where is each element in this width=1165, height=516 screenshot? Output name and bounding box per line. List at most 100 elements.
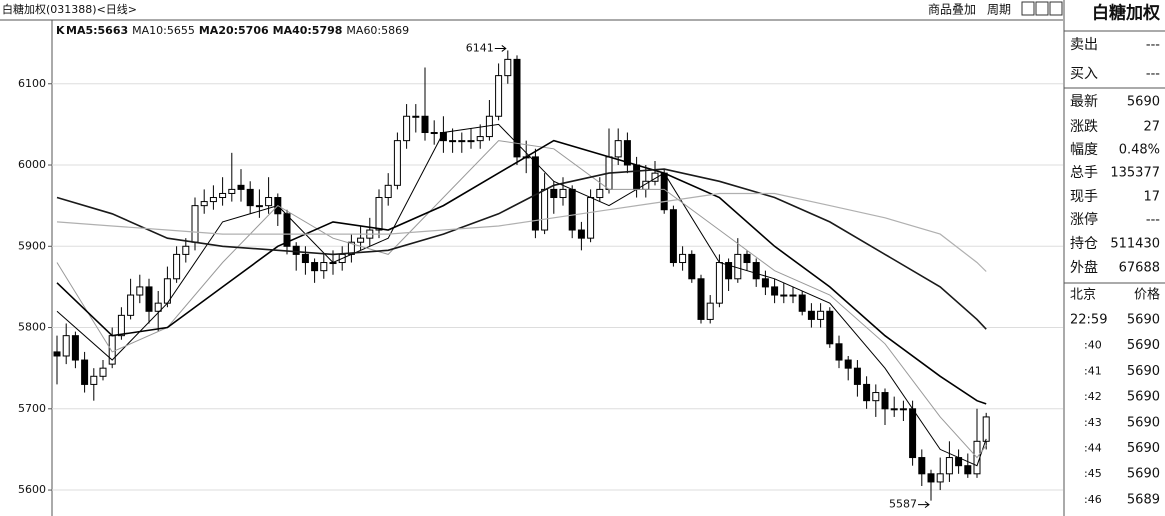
quote-value: --- — [1146, 67, 1160, 82]
candle-body — [706, 302, 714, 320]
candle-body — [301, 253, 309, 264]
quote-label: 涨跌 — [1070, 119, 1098, 135]
quote-label: 外盘 — [1070, 259, 1098, 276]
candle-body — [357, 237, 365, 243]
candle-body — [945, 457, 953, 475]
candle-body — [550, 188, 558, 199]
quote-value: --- — [1146, 38, 1160, 53]
candle-body — [182, 245, 190, 255]
candle-body — [228, 188, 236, 194]
candle-body — [62, 335, 70, 357]
low-annotation: 5587 — [889, 498, 917, 511]
candle-body — [679, 253, 687, 264]
tick-price: 5690 — [1127, 441, 1160, 456]
candle-body — [761, 278, 769, 288]
nav-right[interactable] — [1035, 1, 1049, 16]
candle-body — [421, 115, 429, 134]
candle-body — [513, 58, 521, 158]
candle-body — [90, 375, 98, 385]
y-tick-label: 5900 — [18, 239, 46, 252]
candle-body — [403, 115, 411, 142]
tick-price: 5690 — [1127, 415, 1160, 430]
tick-price: 5690 — [1127, 390, 1160, 405]
nav-buttons — [1021, 1, 1063, 16]
tick-time: :45 — [1084, 467, 1102, 480]
candle-body — [743, 253, 751, 264]
overlay-button[interactable]: 商品叠加 — [928, 2, 976, 17]
candle-body — [688, 253, 696, 280]
candle-body — [715, 262, 723, 304]
candle-body — [237, 184, 245, 190]
period-button[interactable]: 周期 — [987, 3, 1011, 17]
candle-body — [669, 209, 677, 264]
legend-entry: MA40:5798 — [273, 24, 343, 37]
candle-body — [154, 302, 162, 312]
ma-line — [56, 140, 987, 459]
legend-entry: MA5:5663 — [66, 24, 128, 37]
candle-legend: K — [56, 24, 65, 37]
candle-body — [771, 286, 779, 296]
candle-body — [587, 197, 595, 239]
candle-body — [697, 278, 705, 320]
candle-body — [384, 184, 392, 199]
legend-entry: MA10:5655 — [132, 24, 195, 37]
candle-body — [909, 408, 917, 459]
candle-body — [311, 262, 319, 272]
candle-body — [623, 140, 631, 166]
y-tick-label: 6100 — [18, 77, 46, 90]
candle-body — [458, 140, 466, 143]
candle-body — [449, 140, 457, 143]
candle-body — [495, 75, 503, 117]
candle-body — [430, 132, 438, 135]
ma-line — [56, 192, 987, 272]
candle-body — [633, 164, 641, 190]
legend-entry: MA60:5869 — [346, 24, 409, 37]
tick-time: :40 — [1084, 339, 1102, 352]
candle-body — [798, 294, 806, 312]
candle-body — [476, 136, 484, 142]
tick-price: 5690 — [1127, 313, 1160, 328]
quote-label: 现手 — [1070, 189, 1098, 205]
candle-body — [927, 473, 935, 483]
candle-body — [853, 367, 861, 385]
chart-title: 白糖加权(031388)<日线> — [2, 2, 137, 16]
quote-label: 涨停 — [1070, 211, 1098, 228]
candle-body — [863, 383, 871, 402]
ticks-header-time: 北京 — [1070, 288, 1096, 303]
quote-label: 幅度 — [1070, 142, 1098, 158]
candle-body — [127, 294, 135, 316]
candle-body — [393, 140, 401, 186]
quote-value: 5690 — [1127, 95, 1160, 110]
candle-body — [568, 188, 576, 231]
tick-price: 5690 — [1127, 338, 1160, 353]
candle-body — [209, 197, 217, 203]
candle-body — [807, 310, 815, 320]
y-tick-label: 5600 — [18, 483, 46, 496]
quote-label: 总手 — [1070, 165, 1098, 181]
candle-body — [734, 253, 742, 280]
candle-body — [964, 465, 972, 475]
candle-body — [246, 188, 254, 207]
quote-label: 卖出 — [1070, 37, 1098, 53]
nav-end[interactable] — [1049, 1, 1063, 16]
quote-label: 买入 — [1070, 66, 1098, 82]
candle-body — [412, 115, 420, 118]
quote-label: 最新 — [1070, 94, 1098, 110]
candle-body — [890, 408, 898, 411]
candle-body — [614, 140, 622, 158]
candle-body — [817, 310, 825, 320]
nav-left[interactable] — [1021, 1, 1035, 16]
candle-body — [918, 457, 926, 475]
candle-body — [559, 188, 567, 199]
candle-body — [173, 253, 181, 280]
candle-body — [872, 392, 880, 402]
tick-price: 5690 — [1127, 467, 1160, 482]
candle-body — [780, 294, 788, 297]
annotation-arrow — [494, 45, 507, 52]
candle-body — [265, 197, 273, 207]
candle-body — [596, 188, 604, 199]
candle-body — [200, 201, 208, 207]
candle-body — [255, 205, 263, 208]
candle-body — [219, 192, 227, 199]
